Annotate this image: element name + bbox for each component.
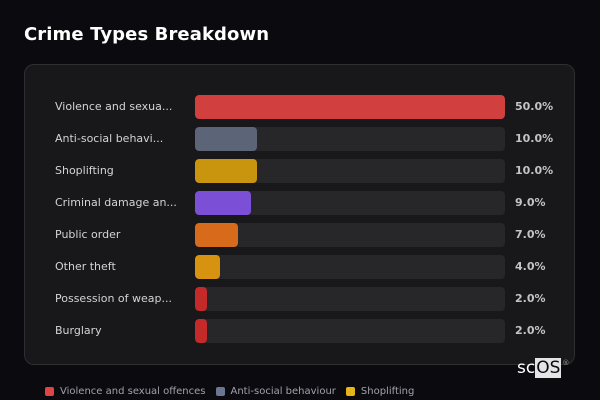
bar-fill: [195, 287, 208, 311]
bar-fill: [195, 127, 257, 151]
legend-item[interactable]: Violence and sexual offences: [45, 386, 206, 397]
bar-label: Public order: [55, 228, 121, 241]
legend-label: Violence and sexual offences: [60, 386, 206, 397]
bar-label: Shoplifting: [55, 164, 114, 177]
bar-track: [195, 95, 505, 119]
bar-track: [195, 223, 505, 247]
bar-row: Violence and sexua... 50.0%: [25, 95, 574, 119]
bar-value: 9.0%: [515, 196, 546, 209]
legend-label: Anti-social behaviour: [230, 386, 336, 397]
legend-item[interactable]: Anti-social behaviour: [215, 386, 336, 397]
bar-fill: [195, 319, 208, 343]
bar-value: 10.0%: [515, 164, 554, 177]
scos-logo: sc OS ®: [517, 358, 569, 378]
bar-track: [195, 319, 505, 343]
bar-row: Criminal damage an... 9.0%: [25, 191, 574, 215]
bar-track: [195, 287, 505, 311]
bar-value: 10.0%: [515, 132, 554, 145]
bar-track: [195, 255, 505, 279]
legend-item[interactable]: Shoplifting: [345, 386, 415, 397]
bar-label: Violence and sexua...: [55, 100, 173, 113]
bar-label: Criminal damage an...: [55, 196, 177, 209]
bar-value: 2.0%: [515, 292, 546, 305]
registered-mark-icon: ®: [562, 359, 570, 367]
bar-row: Public order 7.0%: [25, 223, 574, 247]
bar-fill: [195, 159, 257, 183]
legend-swatch: [45, 387, 54, 396]
bar-value: 50.0%: [515, 100, 554, 113]
chart-title: Crime Types Breakdown: [24, 24, 270, 45]
bar-track: [195, 159, 505, 183]
bar-row: Anti-social behavi... 10.0%: [25, 127, 574, 151]
bar-row: Possession of weap... 2.0%: [25, 287, 574, 311]
logo-text-left: sc: [517, 358, 536, 378]
legend-swatch: [345, 387, 355, 396]
bar-row: Burglary 2.0%: [25, 319, 574, 343]
bar-label: Other theft: [55, 260, 116, 273]
bar-track: [195, 127, 505, 151]
bar-label: Burglary: [55, 324, 102, 337]
bar-value: 4.0%: [515, 260, 546, 273]
chart-card: Violence and sexua... 50.0% Anti-social …: [24, 64, 575, 365]
logo-text-right: OS: [535, 358, 562, 378]
legend-label: Shoplifting: [360, 386, 415, 397]
bar-value: 7.0%: [515, 228, 546, 241]
chart-legend: Violence and sexual offences Anti-social…: [45, 386, 414, 397]
bar-fill: [195, 95, 505, 119]
legend-swatch: [215, 387, 225, 396]
bar-fill: [195, 255, 220, 279]
bar-fill: [195, 191, 251, 215]
bar-row: Shoplifting 10.0%: [25, 159, 574, 183]
bar-row: Other theft 4.0%: [25, 255, 574, 279]
bar-label: Possession of weap...: [55, 292, 172, 305]
bar-value: 2.0%: [515, 324, 546, 337]
bar-label: Anti-social behavi...: [55, 132, 164, 145]
bar-fill: [195, 223, 239, 247]
bar-track: [195, 191, 505, 215]
